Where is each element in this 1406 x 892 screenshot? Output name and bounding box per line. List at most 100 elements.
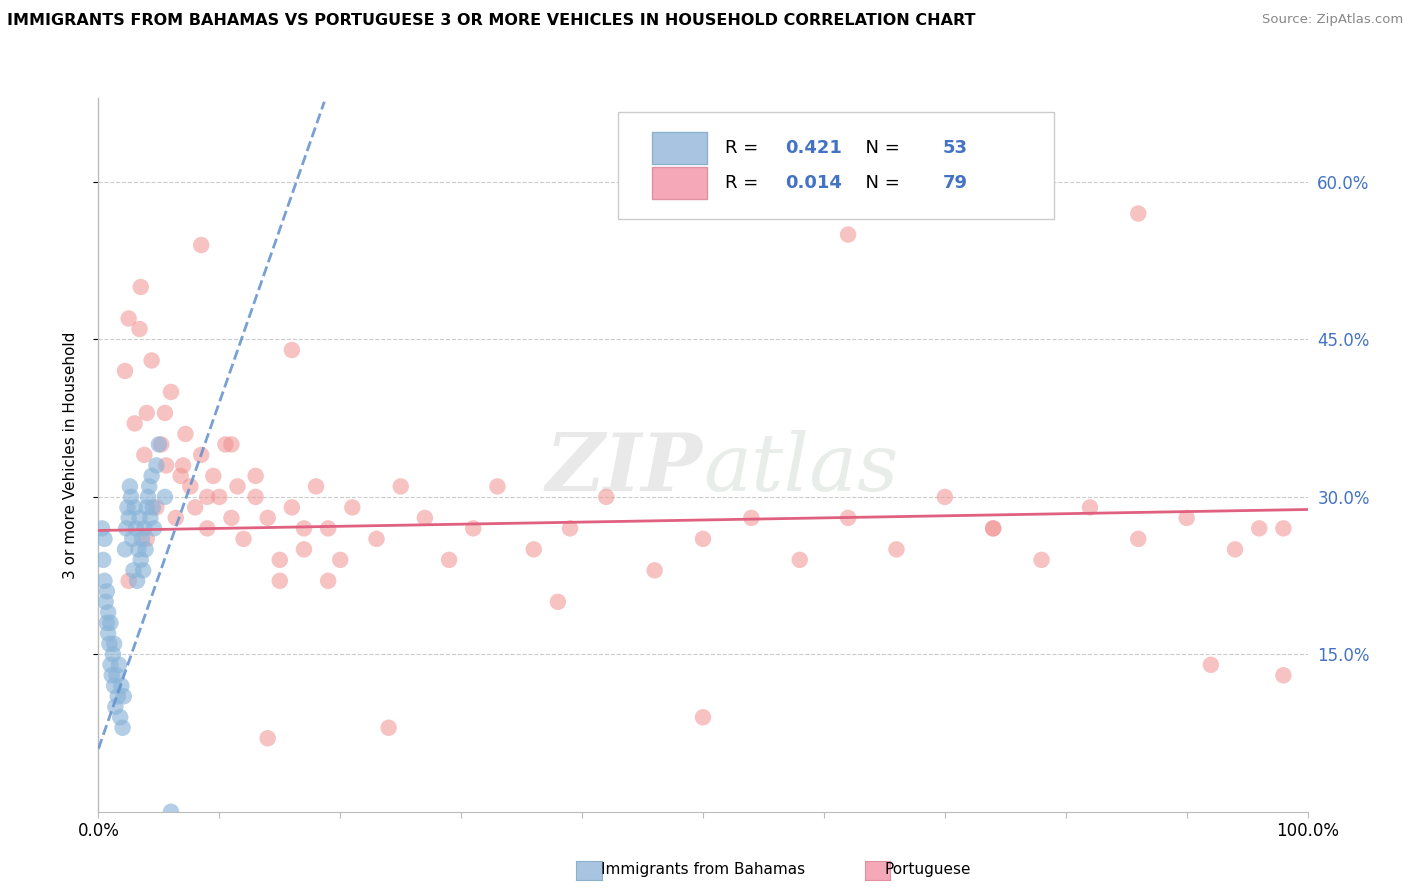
Point xyxy=(96,615,118,630)
Point xyxy=(136,490,159,504)
Point xyxy=(143,521,166,535)
Point xyxy=(128,322,150,336)
Point xyxy=(165,511,187,525)
Point xyxy=(124,417,146,431)
Point xyxy=(111,721,134,735)
Point xyxy=(595,490,617,504)
Point xyxy=(138,479,160,493)
Point xyxy=(169,469,191,483)
Bar xyxy=(652,132,707,164)
Point xyxy=(981,521,1004,535)
Point xyxy=(269,553,291,567)
Point xyxy=(155,458,177,473)
Point xyxy=(202,469,225,483)
Point xyxy=(245,490,267,504)
Point xyxy=(886,542,908,557)
Point xyxy=(108,710,131,724)
Point xyxy=(1128,206,1150,220)
Point xyxy=(214,437,236,451)
Point xyxy=(108,657,131,672)
Point xyxy=(934,490,956,504)
Point xyxy=(117,500,139,515)
Point xyxy=(148,437,170,451)
Point xyxy=(329,553,352,567)
Point xyxy=(981,521,1004,535)
Point xyxy=(110,679,132,693)
Point xyxy=(114,364,136,378)
Point xyxy=(127,542,149,557)
Point xyxy=(93,532,115,546)
Point xyxy=(103,679,125,693)
Point xyxy=(316,521,339,535)
Point xyxy=(316,574,339,588)
Text: IMMIGRANTS FROM BAHAMAS VS PORTUGUESE 3 OR MORE VEHICLES IN HOUSEHOLD CORRELATIO: IMMIGRANTS FROM BAHAMAS VS PORTUGUESE 3 … xyxy=(7,13,976,29)
Point xyxy=(121,532,143,546)
Text: R =: R = xyxy=(724,139,763,157)
Point xyxy=(96,584,118,599)
Point xyxy=(208,490,231,504)
Point xyxy=(692,532,714,546)
Point xyxy=(100,615,122,630)
Point xyxy=(135,406,157,420)
Point xyxy=(292,521,315,535)
Point xyxy=(377,721,399,735)
Point xyxy=(245,469,267,483)
Text: Portuguese: Portuguese xyxy=(884,863,972,877)
Point xyxy=(91,521,114,535)
Point xyxy=(740,511,762,525)
Text: N =: N = xyxy=(855,175,905,193)
FancyBboxPatch shape xyxy=(619,112,1053,219)
Point xyxy=(190,238,212,252)
Point xyxy=(558,521,581,535)
Point xyxy=(124,500,146,515)
Point xyxy=(256,511,278,525)
Point xyxy=(101,648,124,662)
Point xyxy=(122,563,145,577)
Point xyxy=(94,595,117,609)
Point xyxy=(103,637,125,651)
Point xyxy=(100,657,122,672)
Point xyxy=(112,690,135,704)
Point xyxy=(131,532,153,546)
Point xyxy=(174,426,197,441)
Point xyxy=(190,448,212,462)
Point xyxy=(789,553,811,567)
Point xyxy=(100,668,122,682)
Point xyxy=(226,479,249,493)
Point xyxy=(153,490,176,504)
Text: 0.421: 0.421 xyxy=(785,139,842,157)
Point xyxy=(145,458,167,473)
Point xyxy=(114,542,136,557)
Point xyxy=(128,511,150,525)
Point xyxy=(105,668,128,682)
Point xyxy=(837,227,859,242)
Point xyxy=(366,532,388,546)
Point xyxy=(153,406,176,420)
Point xyxy=(644,563,666,577)
Point xyxy=(134,521,156,535)
Point xyxy=(145,500,167,515)
Point xyxy=(107,690,129,704)
Point xyxy=(195,521,218,535)
Text: 53: 53 xyxy=(942,139,967,157)
Point xyxy=(486,479,509,493)
Point xyxy=(389,479,412,493)
Point xyxy=(141,353,163,368)
Point xyxy=(1249,521,1271,535)
Point xyxy=(1175,511,1198,525)
Text: atlas: atlas xyxy=(703,431,898,508)
Point xyxy=(1199,657,1222,672)
Point xyxy=(118,511,141,525)
Point xyxy=(91,553,114,567)
Point xyxy=(269,574,291,588)
Point xyxy=(281,500,304,515)
Point xyxy=(1031,553,1053,567)
Point xyxy=(115,521,138,535)
Text: R =: R = xyxy=(724,175,763,193)
Point xyxy=(150,437,173,451)
Point xyxy=(179,479,201,493)
Point xyxy=(98,637,121,651)
Point xyxy=(132,563,155,577)
Point xyxy=(281,343,304,357)
Text: Immigrants from Bahamas: Immigrants from Bahamas xyxy=(600,863,806,877)
